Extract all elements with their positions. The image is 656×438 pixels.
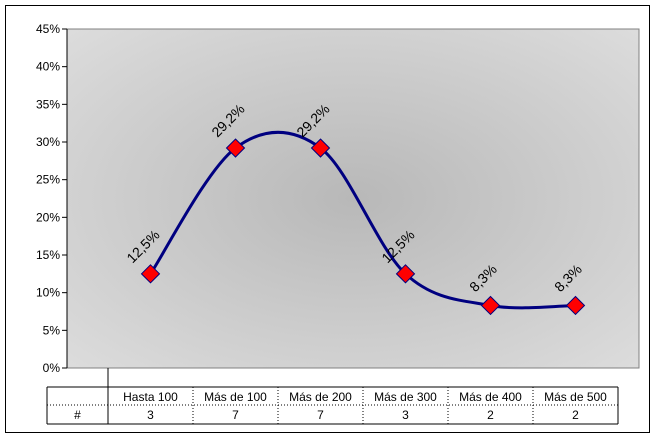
y-tick-label: 45% bbox=[36, 22, 60, 36]
data-point-marker bbox=[310, 138, 331, 158]
y-tick-label: 15% bbox=[36, 248, 60, 262]
y-tick-label: 25% bbox=[36, 173, 60, 187]
y-tick-label: 5% bbox=[43, 323, 61, 337]
category-label: Más de 300 bbox=[374, 390, 437, 404]
table-row-header: # bbox=[74, 408, 81, 422]
category-label: Hasta 100 bbox=[123, 390, 178, 404]
y-tick-label: 20% bbox=[36, 210, 60, 224]
count-cell: 2 bbox=[487, 408, 494, 422]
y-tick-label: 0% bbox=[43, 361, 61, 375]
count-cell: 3 bbox=[147, 408, 154, 422]
y-tick-label: 40% bbox=[36, 60, 60, 74]
data-point-marker bbox=[480, 295, 501, 316]
y-tick-label: 10% bbox=[36, 286, 60, 300]
count-cell: 2 bbox=[572, 408, 579, 422]
data-point-marker bbox=[225, 138, 246, 158]
data-point-marker bbox=[140, 264, 161, 284]
data-point-marker bbox=[565, 295, 586, 316]
data-point-marker bbox=[395, 264, 416, 284]
category-label: Más de 500 bbox=[544, 390, 607, 404]
category-label: Más de 100 bbox=[204, 390, 267, 404]
count-cell: 7 bbox=[232, 408, 239, 422]
category-label: Más de 200 bbox=[289, 390, 352, 404]
count-cell: 3 bbox=[402, 408, 409, 422]
plot-area bbox=[66, 28, 640, 369]
count-cell: 7 bbox=[317, 408, 324, 422]
y-tick-label: 30% bbox=[36, 135, 60, 149]
category-label: Más de 400 bbox=[459, 390, 522, 404]
y-tick-label: 35% bbox=[36, 97, 60, 111]
